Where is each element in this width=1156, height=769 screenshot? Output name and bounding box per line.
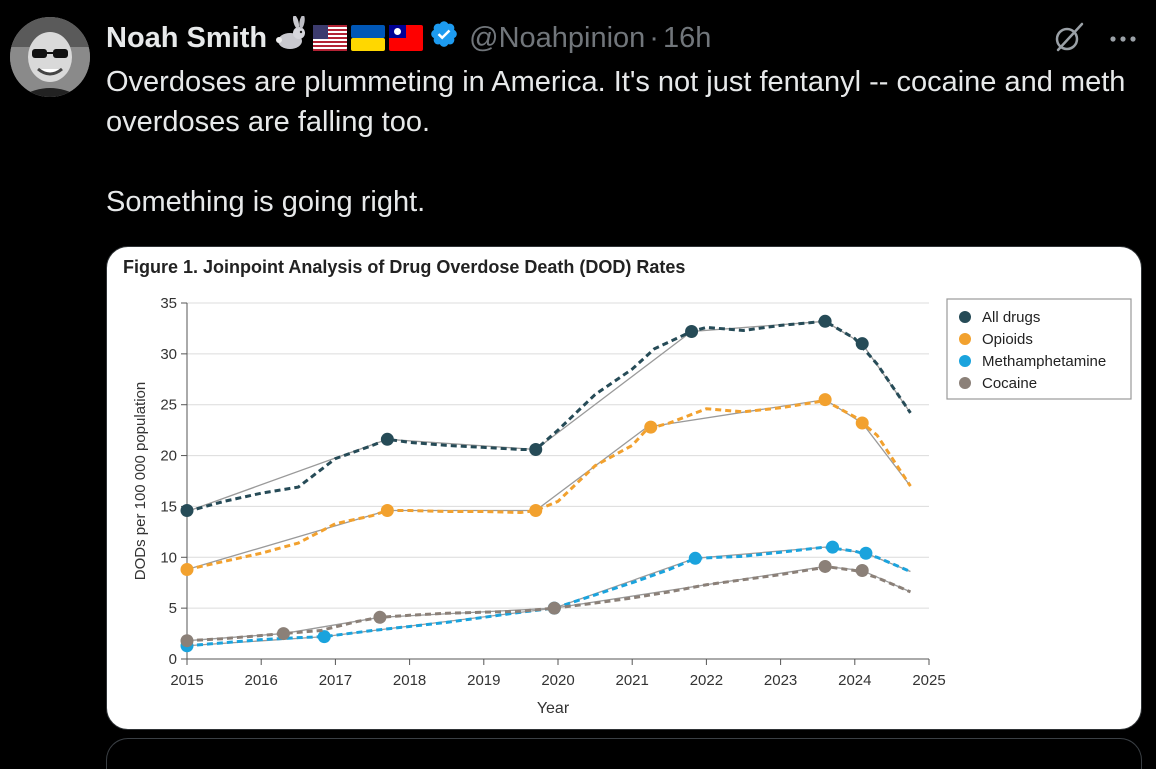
joinpoint [380,503,394,517]
x-axis-label: Year [537,700,570,717]
x-tick-label: 2022 [690,672,723,689]
joinpoint [547,601,561,615]
y-tick-label: 0 [169,651,177,668]
next-tweet-edge [106,738,1142,769]
observed-line [186,564,912,643]
tweet-media-image[interactable]: Figure 1. Joinpoint Analysis of Drug Ove… [106,246,1142,730]
observed-line [186,399,912,571]
joinpoint [855,337,869,351]
observed-line [186,545,912,648]
y-tick-label: 25 [160,397,177,414]
y-tick-label: 15 [160,498,177,515]
joinpoint [855,564,869,578]
ukraine-flag-icon [351,25,386,51]
taiwan-flag-icon [389,25,424,51]
joinpoint [818,314,832,328]
y-tick-label: 20 [160,448,177,465]
legend-marker [959,377,971,389]
rabbit-icon [273,15,309,60]
joinpoint [685,324,699,338]
overdose-chart: Figure 1. Joinpoint Analysis of Drug Ove… [123,257,1132,717]
x-tick-label: 2025 [912,672,945,689]
legend-label: All drugs [982,309,1040,326]
observed-line [186,319,912,513]
joinpoint [373,610,387,624]
legend-box [946,298,1132,400]
joinpoint [859,546,873,560]
y-tick-label: 10 [160,549,177,566]
x-tick-label: 2016 [245,672,278,689]
x-tick-label: 2023 [764,672,797,689]
grok-icon[interactable] [1052,20,1086,59]
legend-label: Cocaine [982,375,1037,392]
joinpoint [644,420,658,434]
joinpoint [276,627,290,641]
joinpoint [180,503,194,517]
legend-marker [959,333,971,345]
joinpoint [855,416,869,430]
joinpoint [180,634,194,648]
joinpoint [826,540,840,554]
tweet-paragraph: Overdoses are plummeting in America. It'… [106,66,1126,138]
legend-marker [959,311,971,323]
legend-label: Opioids [982,331,1033,348]
more-options-icon[interactable] [1108,31,1138,49]
author-name[interactable]: Noah Smith [106,21,268,54]
y-tick-label: 5 [169,600,177,617]
tweet-paragraph: Something is going right. [106,186,426,218]
fitted-line [186,565,911,642]
verified-badge-icon[interactable] [429,19,459,57]
tweet-actions-top [1052,20,1138,59]
joinpoint [529,503,543,517]
chart-title: Figure 1. Joinpoint Analysis of Drug Ove… [123,257,685,277]
joinpoint [180,562,194,576]
y-axis-label: DODs per 100 000 population [132,382,149,580]
fitted-line [186,320,911,513]
avatar[interactable] [10,17,90,97]
joinpoint [317,630,331,644]
avatar-image [10,17,90,97]
joinpoint [529,442,543,456]
tweet-header: Noah Smith [106,15,712,60]
tweet-text: Overdoses are plummeting in America. It'… [106,62,1136,222]
x-tick-label: 2020 [541,672,574,689]
x-tick-label: 2019 [467,672,500,689]
x-tick-label: 2015 [170,672,203,689]
legend-label: Methamphetamine [982,353,1106,370]
timestamp[interactable]: 16h [662,21,712,54]
y-tick-label: 35 [160,295,177,312]
chart-legend: All drugs Opioids Methamphetamine Cocaine [946,298,1132,400]
legend-marker [959,355,971,367]
x-tick-label: 2017 [319,672,352,689]
us-flag-icon [313,25,348,51]
joinpoint [818,393,832,407]
joinpoint [688,551,702,565]
x-tick-label: 2024 [838,672,871,689]
author-handle[interactable]: @Noahpinion [469,21,646,54]
separator-dot: · [649,21,659,54]
y-tick-label: 30 [160,346,177,363]
joinpoint [380,432,394,446]
joinpoint [818,559,832,573]
x-tick-label: 2018 [393,672,426,689]
x-tick-label: 2021 [616,672,649,689]
